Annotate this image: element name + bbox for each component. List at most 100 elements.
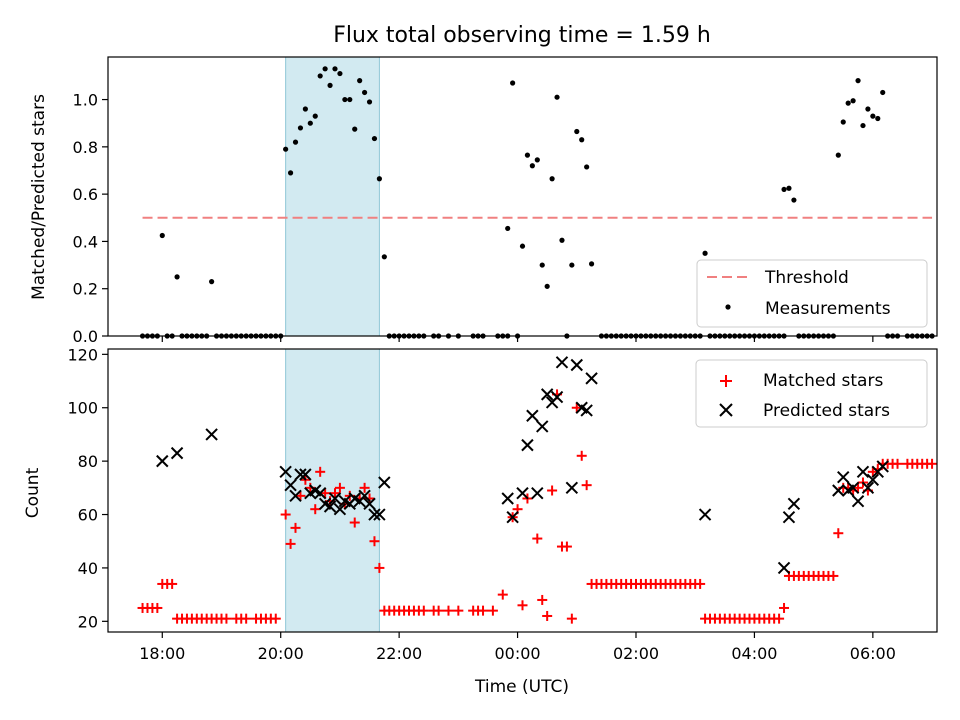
matched-star-point xyxy=(241,613,252,624)
measurement-point xyxy=(702,250,708,256)
predicted-star-point xyxy=(531,486,544,500)
predicted-star-point xyxy=(526,409,539,422)
bottom-chart-legend: Matched stars Predicted stars xyxy=(695,359,928,428)
measurement-point xyxy=(302,106,308,112)
measurement-point xyxy=(159,232,165,239)
measurement-point xyxy=(559,237,565,243)
predicted-star-point xyxy=(358,489,371,503)
matched-star-point xyxy=(369,536,380,547)
predicted-star-point xyxy=(782,510,796,524)
bottom-xtick-label: 18:00 xyxy=(139,644,185,663)
measurement-point xyxy=(549,176,555,182)
measurement-point xyxy=(366,99,373,105)
matched-star-point xyxy=(270,613,281,624)
bottom-xtick-label: 00:00 xyxy=(495,644,541,663)
matched-star-point xyxy=(833,528,844,539)
measurement-point xyxy=(579,137,585,143)
predicted-star-point xyxy=(156,454,169,468)
measurement-point xyxy=(850,98,856,104)
top-chart: 0.0 0.2 0.4 0.6 0.8 1.0 Threshold Measurement… xyxy=(73,56,938,346)
matched-star-point xyxy=(315,466,326,477)
top-chart-frame xyxy=(107,56,938,337)
bottom-xtick-label: 04:00 xyxy=(731,644,777,663)
matched-star-point xyxy=(927,458,938,469)
predicted-star-point xyxy=(856,465,870,479)
matched-star-point xyxy=(349,517,360,528)
measurement-point xyxy=(835,152,841,158)
measurement-point xyxy=(307,120,313,126)
legend-measurements-swatch xyxy=(725,304,731,310)
measurement-point xyxy=(875,115,881,122)
predicted-star-point xyxy=(536,420,549,433)
measurement-point xyxy=(544,283,550,289)
bottom-chart-x-ticks: 18:00 20:00 22:00 00:00 02:00 04:00 06:00 xyxy=(139,632,896,663)
measurement-point xyxy=(588,261,595,267)
measurement-point xyxy=(860,122,866,129)
measurement-point xyxy=(174,274,180,280)
predicted-star-point xyxy=(570,358,583,372)
measurement-point xyxy=(371,135,378,142)
top-ytick-label: 1.0 xyxy=(73,91,98,110)
matched-star-point xyxy=(418,605,429,616)
matched-star-point xyxy=(497,589,508,600)
predicted-star-point xyxy=(333,502,347,516)
measurement-point xyxy=(292,139,299,145)
predicted-star-point xyxy=(328,492,342,505)
predicted-star-point xyxy=(323,500,337,513)
legend-predicted-swatch xyxy=(719,403,733,417)
matched-star-point xyxy=(892,458,903,469)
matched-star-point xyxy=(152,602,163,613)
legend-matched-swatch xyxy=(720,375,732,387)
predicted-star-point xyxy=(284,478,297,492)
measurement-point xyxy=(332,66,338,72)
matched-star-point xyxy=(517,600,528,611)
predicted-star-point xyxy=(205,428,218,441)
matched-star-point xyxy=(320,488,331,499)
bottom-ytick-label: 120 xyxy=(67,345,98,364)
predicted-star-point xyxy=(585,372,598,385)
measurement-point xyxy=(357,78,363,84)
predicted-star-point xyxy=(540,388,554,401)
predicted-star-point xyxy=(861,481,875,495)
measurement-point xyxy=(337,70,343,77)
matched-star-point xyxy=(547,485,558,496)
measurement-point xyxy=(880,89,886,96)
measurement-point xyxy=(209,279,215,285)
predicted-star-point xyxy=(506,510,519,524)
predicted-star-point xyxy=(565,481,579,495)
measurement-point xyxy=(381,254,387,260)
predicted-star-point xyxy=(516,486,529,500)
matched-star-point xyxy=(537,594,548,605)
matched-star-point xyxy=(295,490,306,501)
predicted-star-point xyxy=(555,356,569,369)
predicted-star-point xyxy=(876,460,889,473)
matched-star-point xyxy=(453,605,464,616)
matched-star-point xyxy=(542,610,553,621)
bottom-xtick-label: 02:00 xyxy=(613,644,659,663)
matched-star-point xyxy=(334,482,345,493)
predicted-star-point xyxy=(550,390,564,404)
top-chart-y-ticks: 0.0 0.2 0.4 0.6 0.8 1.0 xyxy=(73,91,108,346)
measurement-point xyxy=(505,225,511,232)
measurement-point xyxy=(352,126,358,132)
measurement-point xyxy=(327,82,333,88)
matched-star-point xyxy=(221,613,232,624)
bottom-ytick-label: 60 xyxy=(78,506,98,525)
matched-star-point xyxy=(695,578,706,589)
measurement-point xyxy=(791,197,797,203)
matched-star-point xyxy=(290,522,301,533)
measurement-point xyxy=(786,185,792,191)
measurement-point xyxy=(574,128,580,135)
measurement-point xyxy=(569,262,575,268)
matched-star-point xyxy=(779,602,790,613)
bottom-ytick-label: 80 xyxy=(78,452,98,471)
measurement-point xyxy=(297,125,304,131)
predicted-star-point xyxy=(289,489,302,503)
predicted-stars-points xyxy=(156,356,889,575)
bottom-chart-ylabel: Count xyxy=(23,467,43,518)
legend-threshold-label: Threshold xyxy=(764,268,849,288)
top-chart-highlight-span xyxy=(285,56,380,337)
bottom-ytick-label: 100 xyxy=(67,399,98,418)
bottom-xtick-label: 06:00 xyxy=(850,644,896,663)
predicted-star-point xyxy=(832,484,845,497)
